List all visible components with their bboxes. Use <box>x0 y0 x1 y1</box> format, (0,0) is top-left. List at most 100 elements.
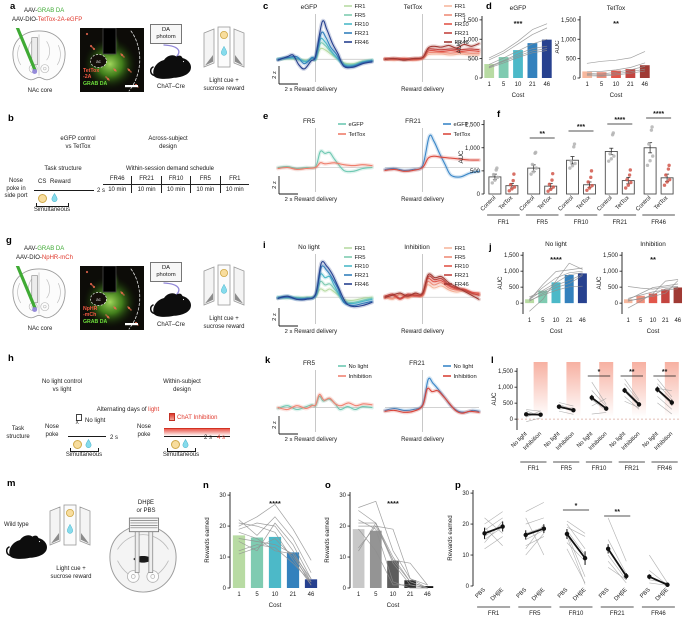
svg-text:FR10: FR10 <box>355 22 369 28</box>
comparison-title: No light control vs light <box>41 379 83 393</box>
svg-text:Control: Control <box>557 195 574 212</box>
duration-label: 2 s <box>204 435 213 441</box>
timeline-line <box>164 436 230 437</box>
reward-label: Reward <box>50 179 71 185</box>
simultaneous-label: Simultaneous <box>65 452 103 458</box>
svg-text:**: ** <box>613 19 619 28</box>
svg-text:1,500: 1,500 <box>603 253 619 259</box>
svg-text:10: 10 <box>219 555 226 561</box>
svg-text:FR10: FR10 <box>455 22 469 28</box>
svg-text:5: 5 <box>255 592 259 598</box>
cs-label: CS <box>38 179 47 185</box>
svg-text:TetTox: TetTox <box>615 195 631 211</box>
svg-text:0: 0 <box>466 584 470 590</box>
virus-label-grabda: AAV-GRAB DA <box>24 246 65 252</box>
svg-text:5: 5 <box>541 318 545 324</box>
nose-poke-label: Nose poke in side port <box>4 178 28 199</box>
svg-text:FR46: FR46 <box>355 40 369 46</box>
svg-text:21: 21 <box>529 82 536 88</box>
svg-text:ac: ac <box>96 297 102 302</box>
svg-text:0: 0 <box>516 301 520 307</box>
mouse-silhouette <box>150 293 192 317</box>
chart-inhibition-traces: Inhibition FR1 FR5 FR10 FR21 FR46 Reward deliv… <box>383 244 481 335</box>
svg-text:500: 500 <box>509 285 520 291</box>
svg-text:10: 10 <box>390 592 397 598</box>
panel-label-h: h <box>8 353 14 364</box>
panel-g: AAV-GRAB DA AAV-DIO-NpHR-mCh NAc core ac… <box>0 234 250 346</box>
svg-text:0: 0 <box>475 76 479 82</box>
svg-text:20: 20 <box>219 524 226 530</box>
svg-text:2 z: 2 z <box>272 421 278 429</box>
svg-text:10: 10 <box>650 318 657 324</box>
svg-text:***: *** <box>577 124 585 131</box>
svg-text:2 s: 2 s <box>285 87 293 93</box>
svg-text:-2A: -2A <box>83 74 92 80</box>
svg-text:AUC: AUC <box>596 276 603 290</box>
svg-text:0: 0 <box>223 586 227 592</box>
cue-caption: Light cue + sucrose reward <box>203 78 245 92</box>
panel-label-k: k <box>265 355 271 366</box>
svg-text:500: 500 <box>566 57 577 63</box>
svg-text:2 s: 2 s <box>285 197 293 203</box>
svg-text:Cost: Cost <box>550 328 563 335</box>
svg-text:***: *** <box>514 19 523 28</box>
svg-text:****: **** <box>550 255 562 264</box>
svg-text:eGFP: eGFP <box>349 122 364 128</box>
svg-text:PBS: PBS <box>598 587 611 600</box>
mouse-caption: Wild type <box>4 522 29 528</box>
svg-text:FR10: FR10 <box>574 220 589 226</box>
svg-text:No light: No light <box>298 244 320 251</box>
svg-text:FR5: FR5 <box>303 360 316 367</box>
svg-text:AUC: AUC <box>491 392 498 406</box>
svg-text:10: 10 <box>339 555 346 561</box>
svg-text:1,500: 1,500 <box>463 18 479 24</box>
svg-text:1,500: 1,500 <box>504 253 520 259</box>
svg-text:NpHR: NpHR <box>83 306 98 312</box>
chart-inhibition-auc-bars: 0 500 1,000 1,500 AUC 1 5 10 21 46 Cost Inhibition *… <box>596 241 683 335</box>
svg-text:Inhibition: Inhibition <box>640 241 666 248</box>
svg-text:FR5: FR5 <box>561 466 573 472</box>
svg-text:Reward delivery: Reward delivery <box>401 437 444 443</box>
svg-text:500: 500 <box>608 285 619 291</box>
schedule-cell: FR21 10 min <box>131 176 161 193</box>
svg-text:1,000: 1,000 <box>463 37 479 43</box>
svg-text:46: 46 <box>674 318 681 324</box>
droplet-icon <box>51 193 58 202</box>
svg-text:TetTox: TetTox <box>404 4 423 11</box>
svg-text:Cost: Cost <box>647 328 660 335</box>
svg-text:**: ** <box>614 509 620 516</box>
svg-text:FR5: FR5 <box>303 118 316 125</box>
svg-text:**: ** <box>629 369 635 376</box>
svg-text:AUC: AUC <box>555 40 561 54</box>
svg-text:Control: Control <box>480 195 497 212</box>
svg-text:FR46: FR46 <box>455 282 469 288</box>
svg-text:****: **** <box>653 111 664 118</box>
svg-text:DHβE: DHβE <box>572 587 587 602</box>
svg-text:21: 21 <box>627 82 634 88</box>
panel-label-g: g <box>6 235 12 246</box>
reward-port-icon <box>203 264 245 306</box>
svg-text:TetTox: TetTox <box>576 195 592 211</box>
svg-text:GRAB DA: GRAB DA <box>83 81 107 87</box>
svg-text:Reward delivery: Reward delivery <box>294 87 337 93</box>
duration-label: 2 s <box>110 435 119 441</box>
svg-text:No light: No light <box>349 364 369 370</box>
droplet-icon <box>182 439 189 448</box>
brain-coronal-schematic <box>12 28 66 81</box>
svg-text:2 z: 2 z <box>272 181 278 189</box>
task-structure-label: Task structure <box>6 426 30 440</box>
brain-caption: NAc core <box>27 88 53 94</box>
svg-text:Rewards earned: Rewards earned <box>447 515 454 561</box>
no-light-label: No light <box>85 418 106 424</box>
brain-coronal-schematic <box>12 266 66 319</box>
svg-text:FR21: FR21 <box>355 31 369 37</box>
svg-text:****: **** <box>387 499 399 508</box>
svg-text:46: 46 <box>424 592 431 598</box>
svg-text:10: 10 <box>272 592 279 598</box>
